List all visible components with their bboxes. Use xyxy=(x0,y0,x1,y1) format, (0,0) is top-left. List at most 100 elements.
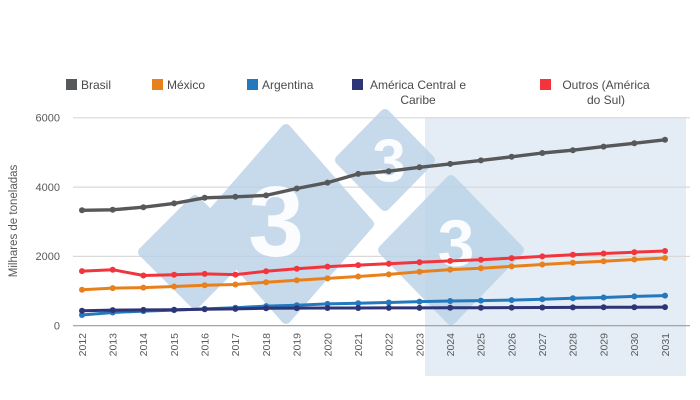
x-tick-label: 2027 xyxy=(537,333,549,357)
data-point-america-central-e-caribe-2020 xyxy=(324,305,331,311)
x-tick-label: 2013 xyxy=(107,333,119,357)
legend-item-brasil[interactable]: Brasil xyxy=(66,78,111,93)
data-point-outros-america-do-sul-2014 xyxy=(140,272,147,279)
data-point-argentina-2022 xyxy=(385,299,392,306)
x-tick-label: 2016 xyxy=(200,333,212,357)
data-point-outros-america-do-sul-2022 xyxy=(385,260,392,267)
data-point-brasil-2014 xyxy=(140,204,147,211)
data-point-mexico-2021 xyxy=(355,273,362,280)
data-point-america-central-e-caribe-2026 xyxy=(508,304,515,311)
data-point-brasil-2015 xyxy=(171,200,178,207)
legend-item-america-central-e-caribe[interactable]: América Central e Caribe xyxy=(352,78,469,107)
watermark-digit: 3 xyxy=(248,166,304,278)
legend-label-mexico: México xyxy=(167,78,206,92)
y-tick-label: 2000 xyxy=(36,251,60,263)
data-point-america-central-e-caribe-2030 xyxy=(631,304,638,311)
legend-item-outros-america-do-sul[interactable]: Outros (América do Sul) xyxy=(540,78,657,107)
data-point-mexico-2023 xyxy=(416,268,423,275)
data-point-brasil-2026 xyxy=(508,153,515,160)
data-point-america-central-e-caribe-2031 xyxy=(662,304,668,311)
x-tick-label: 2025 xyxy=(476,333,488,357)
data-point-argentina-2012 xyxy=(79,312,85,318)
watermark-diamond xyxy=(198,124,374,324)
series-line-brasil xyxy=(80,138,667,213)
data-point-brasil-2023 xyxy=(416,164,423,171)
series-line-outros-america-do-sul xyxy=(80,249,667,277)
legend-swatch-mexico xyxy=(152,79,163,90)
data-point-mexico-2027 xyxy=(539,261,546,268)
data-point-outros-america-do-sul-2017 xyxy=(232,271,239,278)
data-point-outros-america-do-sul-2031 xyxy=(662,248,668,254)
data-point-outros-america-do-sul-2027 xyxy=(539,253,546,260)
legend-label-brasil: Brasil xyxy=(81,78,112,92)
data-point-mexico-2017 xyxy=(232,281,239,288)
data-point-argentina-2029 xyxy=(600,294,607,301)
data-point-brasil-2028 xyxy=(569,147,576,154)
watermark-digit: 3 xyxy=(372,128,405,195)
data-point-outros-america-do-sul-2012 xyxy=(79,268,85,275)
data-point-outros-america-do-sul-2015 xyxy=(171,271,178,278)
data-point-outros-america-do-sul-2025 xyxy=(477,256,484,263)
data-point-america-central-e-caribe-2014 xyxy=(140,306,147,313)
legend-swatch-brasil xyxy=(66,79,77,90)
x-tick-label: 2022 xyxy=(384,333,396,357)
data-point-outros-america-do-sul-2016 xyxy=(201,270,208,277)
data-point-outros-america-do-sul-2026 xyxy=(508,255,515,262)
data-point-america-central-e-caribe-2015 xyxy=(171,306,178,313)
x-tick-label: 2015 xyxy=(169,333,181,357)
data-point-mexico-2020 xyxy=(324,275,331,282)
data-point-mexico-2029 xyxy=(600,258,607,265)
x-tick-label: 2023 xyxy=(414,333,426,357)
data-point-outros-america-do-sul-2019 xyxy=(293,265,300,272)
data-point-outros-america-do-sul-2028 xyxy=(569,251,576,258)
y-tick-label: 0 xyxy=(54,321,60,333)
data-point-argentina-2026 xyxy=(508,297,515,304)
x-tick-label: 2026 xyxy=(506,333,518,357)
x-tick-label: 2029 xyxy=(598,333,610,357)
x-tick-label: 2014 xyxy=(138,333,150,357)
data-point-america-central-e-caribe-2027 xyxy=(539,304,546,311)
data-point-argentina-2021 xyxy=(355,300,362,307)
data-point-outros-america-do-sul-2029 xyxy=(600,250,607,257)
watermark xyxy=(138,109,524,325)
chart-legend: Brasil México Argentina América Central e C… xyxy=(0,78,700,112)
data-point-outros-america-do-sul-2018 xyxy=(263,268,270,275)
data-point-argentina-2028 xyxy=(569,295,576,302)
x-tick-label: 2018 xyxy=(261,333,273,357)
data-point-argentina-2027 xyxy=(539,296,546,303)
data-point-america-central-e-caribe-2028 xyxy=(569,304,576,311)
data-point-mexico-2016 xyxy=(201,282,208,289)
data-point-mexico-2025 xyxy=(477,265,484,272)
data-point-mexico-2026 xyxy=(508,263,515,270)
data-point-america-central-e-caribe-2016 xyxy=(201,306,208,313)
data-point-outros-america-do-sul-2013 xyxy=(109,266,116,273)
x-tick-label: 2012 xyxy=(77,333,89,357)
data-point-mexico-2019 xyxy=(293,277,300,284)
legend-swatch-outros-america-do-sul xyxy=(540,79,551,90)
data-point-brasil-2016 xyxy=(201,194,208,201)
data-point-outros-america-do-sul-2030 xyxy=(631,249,638,256)
data-point-mexico-2028 xyxy=(569,259,576,266)
data-point-brasil-2018 xyxy=(263,192,270,199)
data-point-america-central-e-caribe-2018 xyxy=(263,305,270,312)
data-point-argentina-2030 xyxy=(631,293,638,300)
legend-item-mexico[interactable]: México xyxy=(152,78,205,93)
data-point-america-central-e-caribe-2023 xyxy=(416,304,423,311)
legend-label-america-central-e-caribe: América Central e Caribe xyxy=(369,78,467,107)
data-point-argentina-2023 xyxy=(416,298,423,305)
data-point-brasil-2020 xyxy=(324,179,331,186)
data-point-argentina-2020 xyxy=(324,300,331,307)
legend-label-argentina: Argentina xyxy=(262,78,314,92)
watermark-diamond xyxy=(335,109,435,211)
legend-item-argentina[interactable]: Argentina xyxy=(247,78,313,93)
data-point-brasil-2013 xyxy=(109,206,116,213)
x-tick-label: 2019 xyxy=(292,333,304,357)
x-tick-label: 2030 xyxy=(629,333,641,357)
x-tick-label: 2017 xyxy=(230,333,242,357)
data-point-america-central-e-caribe-2029 xyxy=(600,304,607,311)
data-point-brasil-2019 xyxy=(293,185,300,192)
x-tick-label: 2021 xyxy=(353,333,365,357)
data-point-mexico-2015 xyxy=(171,283,178,290)
data-point-mexico-2030 xyxy=(631,256,638,263)
data-point-brasil-2022 xyxy=(385,168,392,175)
